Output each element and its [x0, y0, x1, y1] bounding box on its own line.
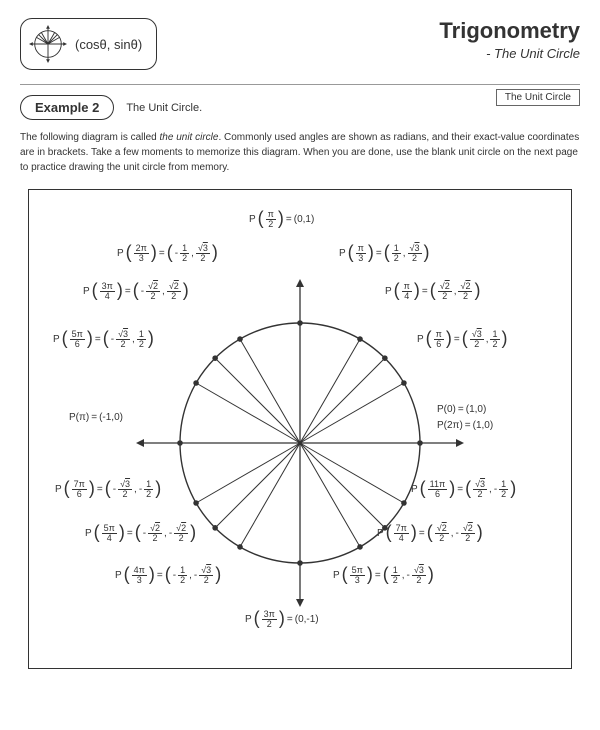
unit-circle-diagram: P(π2)=(0,1) P(π3)=(12,√32) P(π4)=(√22,√22)… — [28, 189, 572, 669]
header: (cosθ, sinθ) Trigonometry - The Unit Cir… — [0, 0, 600, 78]
angle-label: P(5π6)=(-√32,12) — [53, 330, 154, 349]
angle-label: P(π)=(-1,0) — [69, 412, 123, 423]
body-text: The following diagram is called the unit… — [0, 120, 600, 175]
angle-label: P(4π3)=(-12,-√32) — [115, 566, 221, 585]
angle-label: P(0)=(1,0) — [437, 404, 486, 415]
angle-label: P(π2)=(0,1) — [249, 210, 314, 229]
angle-label: P(2π)=(1,0) — [437, 420, 493, 431]
page-title: Trigonometry — [439, 18, 580, 44]
angle-label: P(5π3)=(12,-√32) — [333, 566, 434, 585]
title-block: Trigonometry - The Unit Circle — [439, 18, 580, 61]
angle-label: P(π3)=(12,√32) — [339, 244, 430, 263]
subheader: Example 2 The Unit Circle. The Unit Circ… — [20, 84, 580, 120]
angle-label: P(5π4)=(-√22,-√22) — [85, 524, 196, 543]
example-badge: Example 2 — [20, 95, 114, 120]
page-subtitle: - The Unit Circle — [439, 46, 580, 61]
angle-label: P(7π4)=(√22,-√22) — [377, 524, 483, 543]
topic-tag: The Unit Circle — [496, 89, 580, 106]
angle-label: P(π4)=(√22,√22) — [385, 282, 480, 301]
angle-label: P(11π6)=(√32,-12) — [411, 480, 516, 499]
logo-unit-circle-icon — [29, 25, 67, 63]
angle-label: P(3π2)=(0,-1) — [245, 610, 319, 629]
example-description: The Unit Circle. — [126, 102, 202, 114]
logo-box: (cosθ, sinθ) — [20, 18, 157, 70]
logo-label: (cosθ, sinθ) — [75, 37, 142, 52]
angle-label: P(3π4)=(-√22,√22) — [83, 282, 189, 301]
angle-label: P(7π6)=(-√32,-12) — [55, 480, 161, 499]
angle-label: P(π6)=(√32,12) — [417, 330, 508, 349]
angle-label: P(2π3)=(-12,√32) — [117, 244, 218, 263]
